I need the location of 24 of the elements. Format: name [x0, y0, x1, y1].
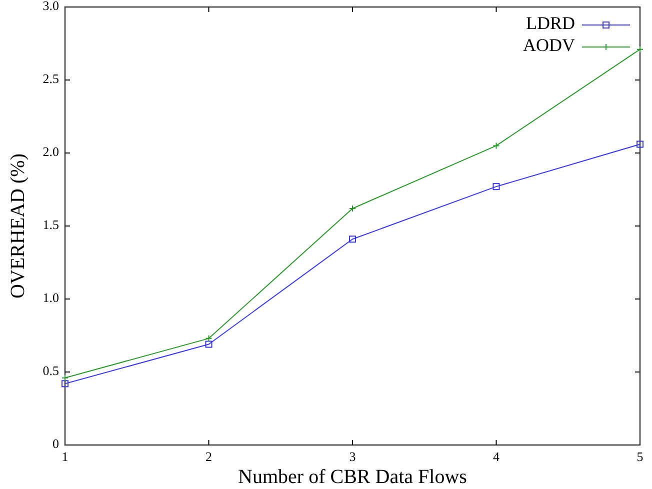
x-tick-label: 4 [493, 449, 500, 464]
point [349, 204, 356, 212]
x-axis-title: Number of CBR Data Flows [238, 466, 468, 488]
y-tick-label: 0.5 [42, 362, 59, 378]
y-tick-label: 2.5 [42, 70, 59, 86]
point [492, 183, 500, 190]
x-tick-label: 5 [636, 449, 644, 464]
y-axis-title: OVERHEAD (%) [7, 154, 29, 298]
y-tick-label: 2.0 [42, 144, 59, 159]
point [205, 334, 212, 342]
point [492, 142, 500, 150]
point [636, 140, 644, 148]
y-tick-label: 0 [52, 436, 59, 451]
point [349, 236, 356, 243]
point [205, 340, 212, 348]
point [62, 380, 68, 388]
y-tick-label: 1.5 [42, 216, 59, 232]
x-tick-label: 3 [349, 449, 356, 464]
legend-label: LDRD [526, 13, 575, 34]
x-tick-label: 2 [206, 449, 212, 464]
legend-label: AODV [523, 35, 575, 56]
y-tick-label: 1.0 [42, 290, 59, 305]
x-tick-label: 1 [62, 449, 68, 464]
y-tick-label: 3.0 [42, 0, 59, 13]
